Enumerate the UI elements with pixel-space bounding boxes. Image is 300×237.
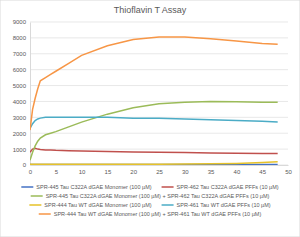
legend-swatch — [31, 195, 43, 197]
x-tick-label: 0 — [29, 169, 33, 175]
y-axis: 0 1000 2000 3000 4000 5000 6000 7000 8000 9000 — [13, 19, 31, 168]
y-tick-label: 1000 — [13, 147, 27, 153]
x-tick-label: 45 — [259, 169, 266, 175]
legend-swatch — [162, 186, 174, 188]
x-tick: 45 — [259, 165, 266, 175]
grid-line — [30, 149, 288, 150]
x-axis: 0 5 10 15 20 25 30 35 40 45 50 — [29, 165, 293, 175]
x-tick-label: 40 — [234, 169, 241, 175]
y-tick: 0 — [23, 162, 30, 168]
series-group — [30, 37, 278, 164]
x-tick: 5 — [55, 165, 59, 175]
legend-item: SPR-462 Tau C322A dGAE PFFs (10 µM) — [162, 184, 279, 190]
y-tick-label: 3000 — [13, 115, 27, 121]
y-tick: 7000 — [13, 51, 30, 57]
legend: SPR-445 Tau C322A dGAE Monomer (100 µM) S… — [21, 184, 279, 217]
y-tick: 2000 — [13, 131, 30, 137]
grid — [30, 22, 288, 165]
legend-swatch — [29, 204, 41, 206]
x-tick-label: 5 — [55, 169, 59, 175]
x-tick: 35 — [208, 165, 215, 175]
x-tick-label: 25 — [156, 169, 163, 175]
y-tick-label: 5000 — [13, 83, 27, 89]
x-tick: 25 — [156, 165, 163, 175]
y-tick-label: 7000 — [13, 51, 27, 57]
x-tick-label: 30 — [182, 169, 189, 175]
grid-line — [30, 69, 288, 70]
x-tick-label: 35 — [208, 169, 215, 175]
x-tick-label: 10 — [79, 169, 86, 175]
legend-label: SPR-445 Tau C322A dGAE Monomer (100 µM) … — [46, 193, 270, 199]
legend-swatch — [21, 186, 33, 188]
legend-label: SPR-444 Tau WT dGAE Monomer (100 µM) — [44, 202, 151, 208]
y-tick-label: 2000 — [13, 131, 27, 137]
x-axis-line — [31, 165, 289, 166]
x-tick: 10 — [79, 165, 86, 175]
series-line — [30, 148, 278, 153]
y-tick: 5000 — [13, 83, 30, 89]
legend-label: SPR-461 Tau WT dGAE PFFs (10 µM) — [177, 202, 271, 208]
y-tick-label: 8000 — [13, 35, 27, 41]
series-line — [30, 117, 278, 128]
background — [0, 0, 300, 237]
grid-line — [30, 133, 288, 134]
grid-line — [30, 53, 288, 54]
y-tick-label: 9000 — [13, 19, 27, 25]
y-tick: 1000 — [13, 147, 30, 153]
y-tick: 3000 — [13, 115, 30, 121]
x-tick-label: 20 — [130, 169, 137, 175]
plot: 0 1000 2000 3000 4000 5000 6000 7000 8000 9000 0 5 1… — [13, 19, 293, 175]
y-tick-label: 0 — [23, 162, 27, 168]
y-tick-label: 6000 — [13, 67, 27, 73]
series-line — [30, 101, 278, 160]
grid-line — [30, 22, 288, 23]
legend-item: SPR-445 Tau C322A dGAE Monomer (100 µM) … — [31, 193, 270, 199]
y-tick: 8000 — [13, 35, 30, 41]
x-tick: 20 — [130, 165, 137, 175]
legend-item: SPR-445 Tau C322A dGAE Monomer (100 µM) — [21, 184, 151, 190]
y-tick: 9000 — [13, 19, 30, 25]
y-tick: 4000 — [13, 99, 30, 105]
x-tick-label: 50 — [285, 169, 292, 175]
x-tick: 50 — [285, 165, 292, 175]
x-tick: 0 — [29, 165, 33, 175]
grid-line — [30, 85, 288, 86]
legend-label: SPR-445 Tau C322A dGAE Monomer (100 µM) — [36, 184, 151, 190]
title: Thioflavin T Assay — [114, 5, 187, 15]
y-tick-label: 4000 — [13, 99, 27, 105]
legend-label: SPR-462 Tau C322A dGAE PFFs (10 µM) — [177, 184, 279, 190]
legend-item: SPR-444 Tau WT dGAE Monomer (100 µM) — [29, 202, 151, 208]
y-tick: 6000 — [13, 67, 30, 73]
legend-label: SPR-444 Tau WT dGAE Monomer (100 µM) + S… — [54, 211, 262, 217]
legend-item: SPR-461 Tau WT dGAE PFFs (10 µM) — [162, 202, 271, 208]
chart: Thioflavin T Assay 0 1000 2000 3000 4000 5000 6… — [0, 0, 300, 237]
x-tick: 40 — [234, 165, 241, 175]
series-line — [30, 162, 278, 164]
legend-swatch — [162, 204, 174, 206]
y-axis-line — [30, 23, 31, 166]
x-tick-label: 15 — [105, 169, 112, 175]
x-tick: 30 — [182, 165, 189, 175]
legend-item: SPR-444 Tau WT dGAE Monomer (100 µM) + S… — [39, 211, 262, 217]
legend-swatch — [39, 213, 51, 215]
series-line — [30, 37, 278, 130]
x-tick: 15 — [105, 165, 112, 175]
